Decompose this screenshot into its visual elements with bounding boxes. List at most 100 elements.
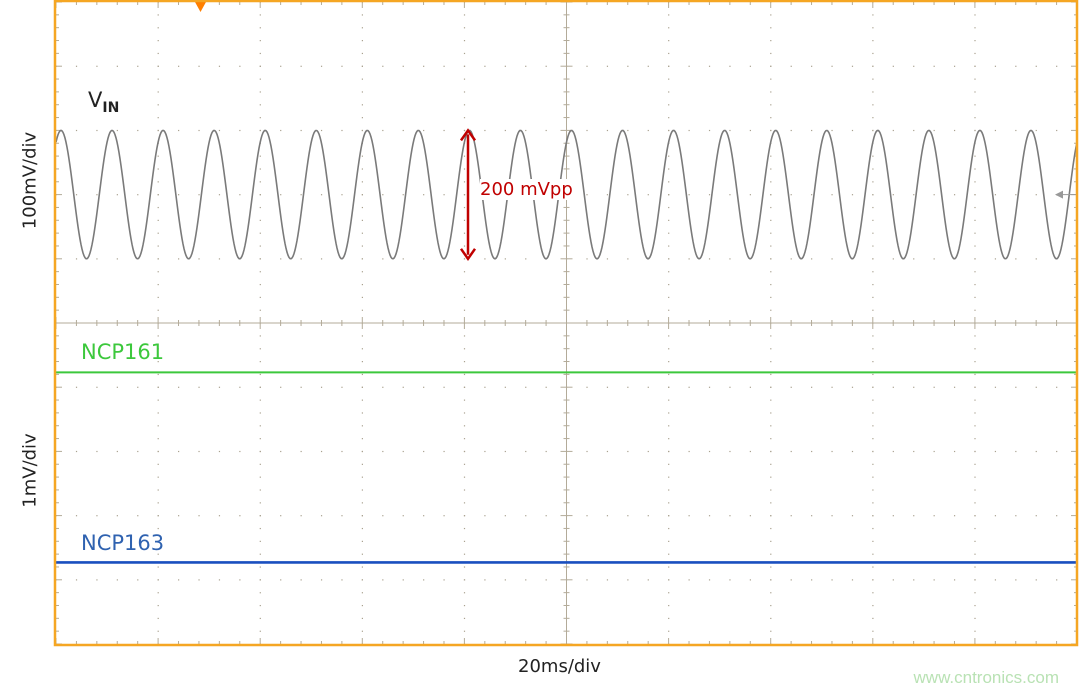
grid-dot (872, 399, 874, 401)
grid-dot (668, 412, 670, 414)
grid-dot (361, 450, 363, 453)
grid-dot (790, 129, 792, 132)
trace-vin (55, 129, 1078, 260)
grid-dot (933, 65, 935, 67)
series-label-ncp161: NCP161 (81, 340, 165, 364)
grid-dot (770, 14, 772, 16)
grid-dot (484, 65, 486, 67)
grid-dot (974, 476, 976, 478)
grid-dot (627, 258, 629, 260)
grid-dot (157, 463, 159, 465)
grid-dot (770, 450, 772, 453)
grid-dot (157, 168, 159, 170)
grid-dot (341, 515, 343, 517)
grid-dot (974, 271, 976, 273)
grid-dot (96, 129, 98, 132)
grid-dot (974, 579, 976, 581)
grid-dot (770, 412, 772, 414)
grid-dot (974, 361, 976, 363)
grid-dot (157, 617, 159, 620)
grid-dot (259, 348, 261, 350)
grid-dot (872, 373, 874, 376)
grid-dot (811, 450, 813, 453)
grid-dot (872, 540, 874, 542)
grid-dot (157, 502, 159, 504)
grid-dot (239, 129, 241, 132)
grid-dot (137, 515, 139, 517)
grid-dot (1056, 579, 1058, 581)
grid-dot (708, 450, 711, 453)
grid-dot (300, 258, 302, 260)
grid-dot (627, 65, 629, 67)
grid-dot (953, 386, 956, 388)
grid-dot (157, 335, 159, 337)
grid-dot (218, 579, 221, 581)
grid-dot (96, 65, 98, 67)
grid-dot (1035, 515, 1037, 517)
grid-dot (606, 258, 609, 260)
grid-dot (259, 258, 261, 260)
channel-marker-icon (1055, 190, 1063, 199)
grid-dot (586, 386, 588, 388)
grid-dot (770, 438, 772, 440)
grid-dot (259, 194, 261, 196)
grid-dot (688, 386, 690, 388)
grid-dot (75, 450, 78, 453)
grid-dot (259, 604, 261, 607)
grid-dot (157, 412, 159, 414)
grid-dot (75, 258, 78, 260)
grid-dot (872, 206, 874, 209)
grid-dot (361, 463, 363, 465)
grid-dot (157, 52, 159, 55)
vin-label-sub: IN (102, 100, 120, 117)
grid-dot (668, 27, 670, 29)
grid-dot (872, 566, 874, 568)
grid-dot (463, 386, 466, 388)
grid-dot (361, 373, 363, 376)
grid-dot (382, 194, 384, 196)
grid-dot (770, 104, 772, 106)
grid-dot (157, 450, 159, 453)
grid-dot (892, 579, 894, 581)
grid-dot (668, 617, 670, 620)
grid-dot (974, 258, 976, 260)
grid-dot (463, 373, 466, 376)
grid-dot (545, 515, 547, 517)
grid-dot (239, 515, 241, 517)
grid-dot (811, 65, 813, 67)
grid-dot (361, 592, 363, 594)
grid-dot (647, 515, 649, 517)
grid-dot (259, 425, 261, 427)
grid-dot (259, 129, 261, 132)
grid-dot (157, 104, 159, 106)
grid-dot (872, 283, 874, 286)
grid-dot (504, 258, 506, 260)
grid-dot (749, 579, 751, 581)
grid-dot (1015, 129, 1017, 132)
grid-dot (974, 386, 976, 388)
grid-dot (668, 553, 670, 555)
grid-dot (259, 283, 261, 286)
series-label-ncp163: NCP163 (81, 531, 165, 555)
grid-dot (463, 309, 466, 311)
grid-dot (259, 232, 261, 234)
grid-dot (341, 65, 343, 67)
grid-dot (790, 386, 792, 388)
grid-dot (913, 579, 915, 581)
grid-dot (423, 65, 425, 67)
grid-dot (668, 309, 670, 311)
grid-dot (953, 515, 956, 517)
grid-dot (668, 232, 670, 234)
grid-dot (218, 129, 221, 132)
grid-dot (974, 27, 976, 29)
grid-dot (443, 65, 445, 67)
grid-dot (974, 283, 976, 286)
grid-dot (157, 283, 159, 286)
grid-dot (116, 129, 118, 132)
grid-dot (361, 194, 363, 196)
grid-dot (974, 515, 976, 517)
grid-dot (157, 438, 159, 440)
annotation-200mvpp: 200 mVpp (480, 179, 573, 200)
grid-dot (361, 52, 363, 55)
grid-dot (463, 348, 466, 350)
